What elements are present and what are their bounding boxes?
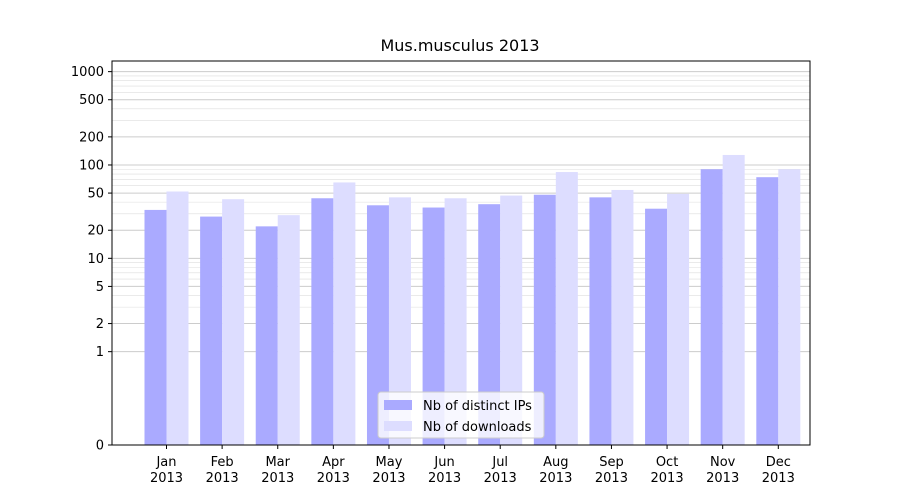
x-tick-label-year: 2013 [372,471,405,486]
x-tick-label-year: 2013 [261,471,294,486]
y-tick-label: 500 [79,93,104,108]
legend-swatch [384,400,412,410]
x-tick-label-year: 2013 [150,471,183,486]
legend-swatch [384,421,412,431]
x-tick-label-month: Jul [491,455,508,470]
x-tick-label-month: Oct [656,455,678,470]
bar-downloads [722,154,745,445]
bar-distinct-ips [255,226,278,445]
bar-downloads [555,172,578,445]
x-tick-label-year: 2013 [595,471,628,486]
bar-downloads [277,215,300,445]
bar-downloads [444,198,467,445]
bar-distinct-ips [589,197,612,445]
plot-frame [111,60,811,446]
bar-distinct-ips [756,177,779,446]
x-tick-label-year: 2013 [762,471,795,486]
y-tick-label: 2 [96,317,104,332]
x-tick-label-year: 2013 [539,471,572,486]
bar-distinct-ips [478,204,501,445]
x-tick-label-year: 2013 [484,471,517,486]
legend-box [377,391,545,439]
x-tick-label-month: May [376,455,403,470]
bar-distinct-ips [645,208,668,445]
bars [144,154,801,446]
x-tick-label-month: Mar [265,455,290,470]
legend-label: Nb of downloads [423,420,532,435]
x-tick-label-month: Aug [543,455,568,470]
y-tick-label: 1000 [71,65,104,80]
bar-downloads [611,189,634,445]
x-tick-label-month: Feb [211,455,234,470]
bar-downloads [333,182,356,445]
x-tick-label-month: Jan [155,455,176,470]
x-tick-label-year: 2013 [206,471,239,486]
y-tick-label: 0 [96,439,104,454]
y-tick-label: 1 [96,345,104,360]
bar-downloads [778,169,801,446]
x-tick-label-month: Dec [766,455,791,470]
x-tick-label-year: 2013 [706,471,739,486]
bar-downloads [222,199,245,445]
bar-distinct-ips [422,207,445,445]
bar-downloads [500,195,523,445]
chart-title: Mus.musculus 2013 [380,36,539,55]
bar-distinct-ips [311,198,334,445]
y-tick-label: 20 [87,224,104,239]
axes: 01251020501002005001000Jan2013Feb2013Mar… [71,60,811,486]
x-tick-label-month: Sep [599,455,624,470]
y-tick-label: 5 [96,280,104,295]
bar-distinct-ips [200,216,223,445]
x-tick-label-year: 2013 [317,471,350,486]
y-tick-label: 100 [79,158,104,173]
y-tick-label: 10 [87,252,104,267]
bar-distinct-ips [366,205,389,445]
x-tick-label-month: Jun [433,455,454,470]
bar-downloads [667,193,690,445]
y-tick-label: 50 [87,187,104,202]
bar-distinct-ips [533,194,556,445]
legend: Nb of distinct IPs Nb of downloads [377,391,545,439]
bar-distinct-ips [144,209,167,445]
bar-downloads [166,191,189,445]
y-tick-label: 200 [79,130,104,145]
bar-distinct-ips [700,169,723,446]
x-tick-label-year: 2013 [651,471,684,486]
x-tick-label-year: 2013 [428,471,461,486]
legend-label: Nb of distinct IPs [423,399,532,414]
x-tick-label-month: Nov [710,455,736,470]
x-tick-label-month: Apr [322,455,345,470]
bar-downloads [388,197,411,445]
